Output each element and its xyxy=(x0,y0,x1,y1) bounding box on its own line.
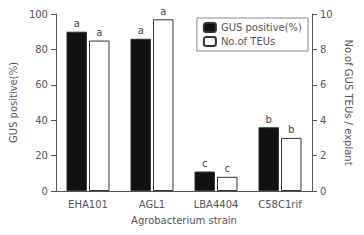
svg-text:4: 4 xyxy=(320,115,326,126)
svg-text:b: b xyxy=(266,114,272,125)
svg-text:6: 6 xyxy=(320,79,326,90)
svg-text:EHA101: EHA101 xyxy=(68,199,108,210)
svg-text:b: b xyxy=(288,124,294,135)
svg-text:0: 0 xyxy=(42,186,48,197)
svg-text:80: 80 xyxy=(35,44,48,55)
svg-text:C58C1rif: C58C1rif xyxy=(258,199,302,210)
svg-text:LBA4404: LBA4404 xyxy=(194,199,239,210)
svg-text:No.of TEUs: No.of TEUs xyxy=(221,36,275,47)
svg-text:a: a xyxy=(96,27,102,38)
svg-text:No.of GUS TEUs / explant: No.of GUS TEUs / explant xyxy=(343,39,354,165)
svg-text:GUS positive(%): GUS positive(%) xyxy=(221,22,302,33)
svg-text:Agrobacterium strain: Agrobacterium strain xyxy=(131,215,237,226)
svg-text:c: c xyxy=(202,158,208,169)
svg-text:a: a xyxy=(138,25,144,36)
svg-text:20: 20 xyxy=(35,150,48,161)
svg-text:0: 0 xyxy=(320,186,326,197)
svg-text:a: a xyxy=(74,18,80,29)
svg-text:10: 10 xyxy=(320,9,333,20)
svg-text:60: 60 xyxy=(35,79,48,90)
svg-text:AGL1: AGL1 xyxy=(139,199,165,210)
svg-text:40: 40 xyxy=(35,115,48,126)
svg-text:GUS positive(%): GUS positive(%) xyxy=(8,62,19,143)
svg-text:8: 8 xyxy=(320,44,326,55)
svg-text:2: 2 xyxy=(320,150,326,161)
svg-text:c: c xyxy=(225,163,231,174)
svg-text:100: 100 xyxy=(29,9,48,20)
svg-text:a: a xyxy=(160,6,166,17)
